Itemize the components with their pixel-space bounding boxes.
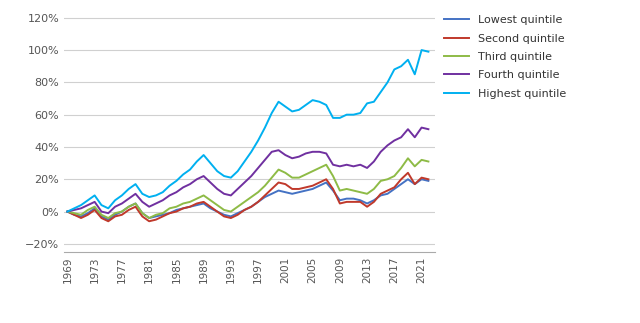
Fourth quintile bbox=[282, 153, 289, 157]
Fourth quintile bbox=[63, 210, 71, 214]
Legend: Lowest quintile, Second quintile, Third quintile, Fourth quintile, Highest quint: Lowest quintile, Second quintile, Third … bbox=[444, 15, 566, 99]
Fourth quintile bbox=[132, 192, 140, 196]
Third quintile bbox=[289, 176, 296, 180]
Highest quintile bbox=[200, 153, 207, 157]
Highest quintile bbox=[282, 105, 289, 109]
Second quintile bbox=[104, 219, 112, 223]
Lowest quintile bbox=[268, 192, 276, 196]
Second quintile bbox=[268, 187, 276, 191]
Lowest quintile bbox=[282, 190, 289, 194]
Highest quintile bbox=[308, 98, 316, 102]
Third quintile bbox=[104, 216, 112, 220]
Third quintile bbox=[268, 176, 276, 180]
Fourth quintile bbox=[104, 211, 112, 215]
Fourth quintile bbox=[207, 181, 214, 184]
Fourth quintile bbox=[424, 127, 432, 131]
Line: Third quintile: Third quintile bbox=[67, 158, 428, 218]
Lowest quintile bbox=[104, 218, 112, 222]
Highest quintile bbox=[424, 50, 432, 54]
Lowest quintile bbox=[207, 206, 214, 210]
Highest quintile bbox=[125, 187, 132, 191]
Lowest quintile bbox=[404, 177, 412, 181]
Lowest quintile bbox=[63, 210, 71, 214]
Third quintile bbox=[282, 171, 289, 175]
Highest quintile bbox=[275, 100, 282, 104]
Lowest quintile bbox=[289, 192, 296, 196]
Second quintile bbox=[63, 210, 71, 214]
Line: Fourth quintile: Fourth quintile bbox=[67, 128, 428, 213]
Line: Highest quintile: Highest quintile bbox=[67, 50, 428, 212]
Lowest quintile bbox=[132, 202, 140, 205]
Line: Second quintile: Second quintile bbox=[67, 173, 428, 221]
Second quintile bbox=[132, 205, 140, 209]
Second quintile bbox=[316, 181, 323, 184]
Fourth quintile bbox=[316, 150, 323, 154]
Third quintile bbox=[424, 160, 432, 163]
Highest quintile bbox=[261, 126, 269, 130]
Second quintile bbox=[207, 205, 214, 209]
Lowest quintile bbox=[424, 179, 432, 183]
Highest quintile bbox=[418, 48, 426, 52]
Second quintile bbox=[282, 182, 289, 186]
Line: Lowest quintile: Lowest quintile bbox=[67, 179, 428, 220]
Third quintile bbox=[207, 198, 214, 202]
Highest quintile bbox=[63, 210, 71, 214]
Fourth quintile bbox=[418, 126, 426, 130]
Third quintile bbox=[404, 156, 412, 160]
Second quintile bbox=[289, 187, 296, 191]
Fourth quintile bbox=[268, 150, 276, 154]
Third quintile bbox=[63, 210, 71, 214]
Second quintile bbox=[424, 177, 432, 181]
Lowest quintile bbox=[316, 184, 323, 188]
Third quintile bbox=[132, 202, 140, 205]
Second quintile bbox=[404, 171, 412, 175]
Third quintile bbox=[316, 166, 323, 170]
Fourth quintile bbox=[289, 156, 296, 160]
